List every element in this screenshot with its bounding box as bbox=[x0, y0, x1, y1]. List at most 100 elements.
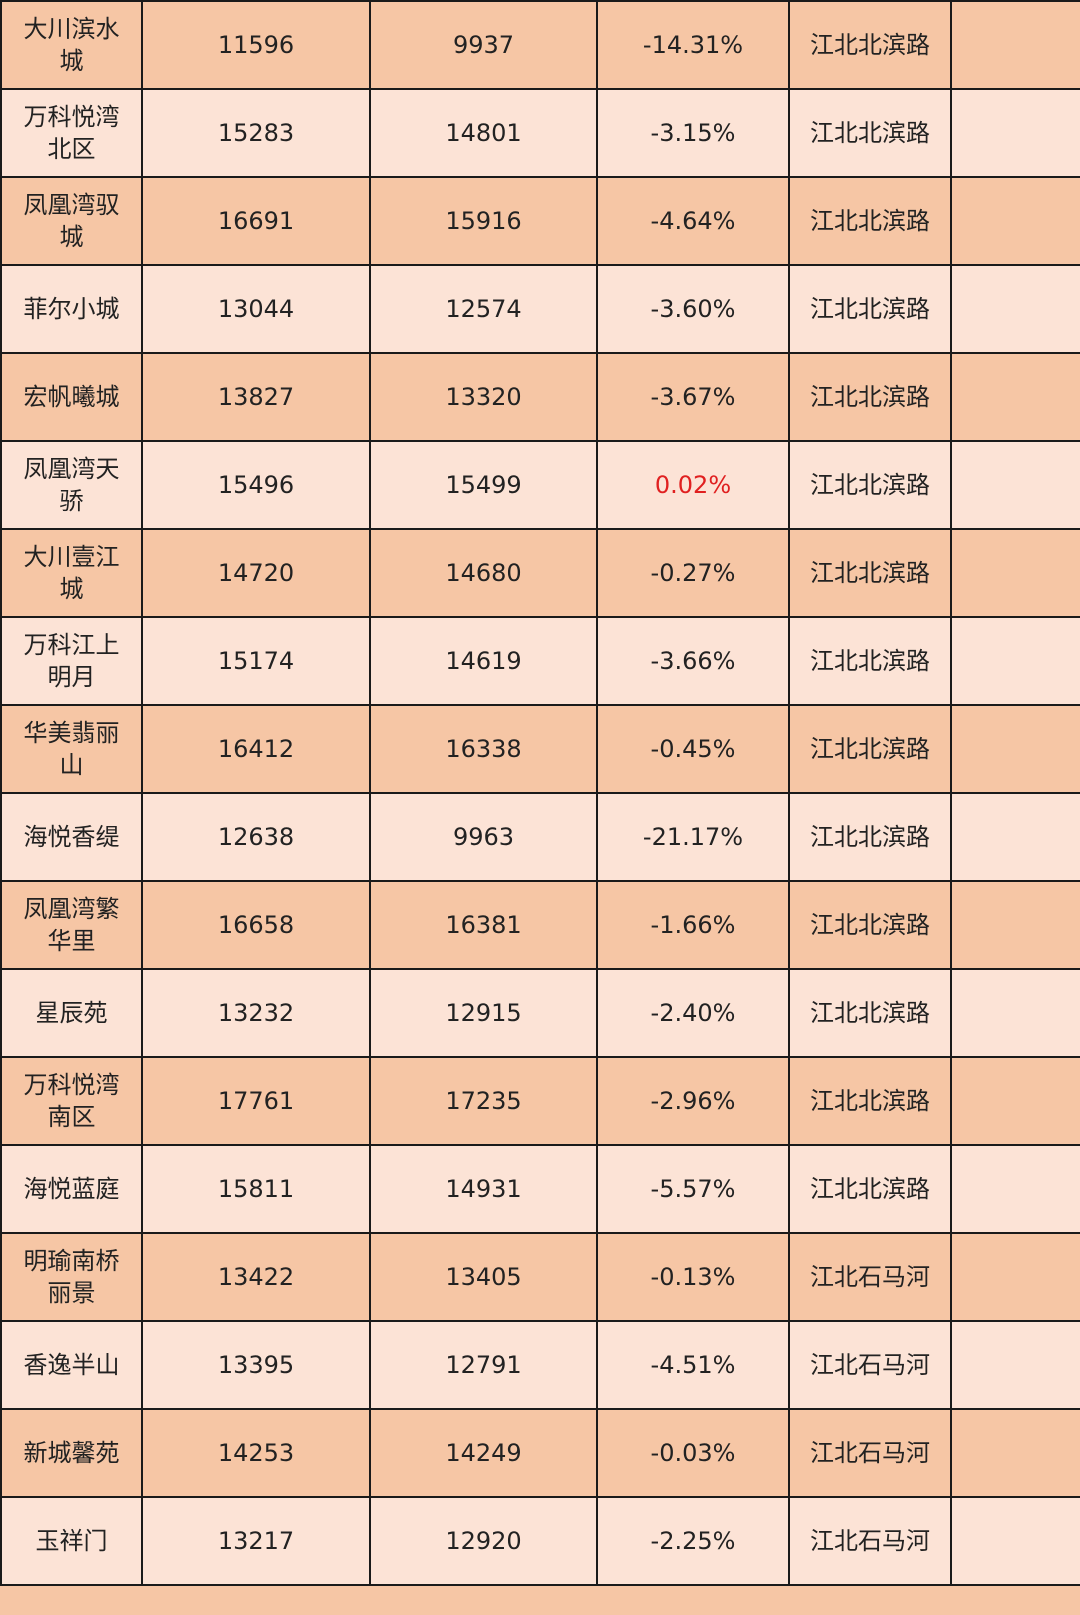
change-percent-cell: -21.17% bbox=[596, 792, 790, 882]
change-percent-cell: -1.66% bbox=[596, 880, 790, 970]
project-name-cell: 新城馨苑 bbox=[0, 1408, 143, 1498]
area-cell: 江北石马河 bbox=[788, 1408, 952, 1498]
extra-cell bbox=[950, 616, 1080, 706]
table-row: 明瑜南桥丽景 13422 13405 -0.13% 江北石马河 bbox=[0, 1232, 1080, 1322]
extra-cell bbox=[950, 1144, 1080, 1234]
area-cell: 江北北滨路 bbox=[788, 176, 952, 266]
area-cell: 江北北滨路 bbox=[788, 440, 952, 530]
price-before-cell: 13422 bbox=[141, 1232, 371, 1322]
project-name-cell: 华美翡丽山 bbox=[0, 704, 143, 794]
project-name-cell: 凤凰湾驭城 bbox=[0, 176, 143, 266]
price-before-cell: 15496 bbox=[141, 440, 371, 530]
area-cell: 江北北滨路 bbox=[788, 528, 952, 618]
change-percent-cell: -14.31% bbox=[596, 0, 790, 90]
extra-cell bbox=[950, 704, 1080, 794]
price-after-cell: 9963 bbox=[369, 792, 598, 882]
price-before-cell: 13217 bbox=[141, 1496, 371, 1586]
price-before-cell: 15174 bbox=[141, 616, 371, 706]
change-percent-cell: -3.67% bbox=[596, 352, 790, 442]
table-row: 菲尔小城 13044 12574 -3.60% 江北北滨路 bbox=[0, 264, 1080, 354]
area-cell: 江北石马河 bbox=[788, 1320, 952, 1410]
price-after-cell: 17235 bbox=[369, 1056, 598, 1146]
change-percent-cell: -0.03% bbox=[596, 1408, 790, 1498]
area-cell: 江北北滨路 bbox=[788, 704, 952, 794]
project-name-cell: 宏帆曦城 bbox=[0, 352, 143, 442]
extra-cell bbox=[950, 1232, 1080, 1322]
extra-cell bbox=[950, 1320, 1080, 1410]
change-percent-cell: 0.02% bbox=[596, 440, 790, 530]
area-cell: 江北北滨路 bbox=[788, 880, 952, 970]
area-cell: 江北北滨路 bbox=[788, 1056, 952, 1146]
project-name-cell: 大川滨水城 bbox=[0, 0, 143, 90]
area-cell: 江北北滨路 bbox=[788, 968, 952, 1058]
price-before-cell: 15283 bbox=[141, 88, 371, 178]
change-percent-cell: -3.15% bbox=[596, 88, 790, 178]
table-row: 万科江上明月 15174 14619 -3.66% 江北北滨路 bbox=[0, 616, 1080, 706]
project-name-cell: 明瑜南桥丽景 bbox=[0, 1232, 143, 1322]
extra-cell bbox=[950, 1408, 1080, 1498]
price-after-cell: 14249 bbox=[369, 1408, 598, 1498]
extra-cell bbox=[950, 352, 1080, 442]
price-after-cell: 15916 bbox=[369, 176, 598, 266]
area-cell: 江北北滨路 bbox=[788, 616, 952, 706]
change-percent-cell: -2.96% bbox=[596, 1056, 790, 1146]
project-name-cell: 凤凰湾天骄 bbox=[0, 440, 143, 530]
price-after-cell: 14931 bbox=[369, 1144, 598, 1234]
table-row: 凤凰湾驭城 16691 15916 -4.64% 江北北滨路 bbox=[0, 176, 1080, 266]
price-after-cell: 12791 bbox=[369, 1320, 598, 1410]
extra-cell bbox=[950, 880, 1080, 970]
extra-cell bbox=[950, 0, 1080, 90]
price-before-cell: 16658 bbox=[141, 880, 371, 970]
price-before-cell: 15811 bbox=[141, 1144, 371, 1234]
price-after-cell: 16338 bbox=[369, 704, 598, 794]
price-after-cell: 14801 bbox=[369, 88, 598, 178]
change-percent-cell: -5.57% bbox=[596, 1144, 790, 1234]
area-cell: 江北北滨路 bbox=[788, 352, 952, 442]
price-before-cell: 13044 bbox=[141, 264, 371, 354]
table-row: 新城馨苑 14253 14249 -0.03% 江北石马河 bbox=[0, 1408, 1080, 1498]
project-name-cell: 万科悦湾北区 bbox=[0, 88, 143, 178]
change-percent-cell: -2.40% bbox=[596, 968, 790, 1058]
price-before-cell: 14720 bbox=[141, 528, 371, 618]
area-cell: 江北北滨路 bbox=[788, 792, 952, 882]
price-before-cell: 13827 bbox=[141, 352, 371, 442]
price-after-cell: 16381 bbox=[369, 880, 598, 970]
table-row: 海悦蓝庭 15811 14931 -5.57% 江北北滨路 bbox=[0, 1144, 1080, 1234]
table-row: 凤凰湾天骄 15496 15499 0.02% 江北北滨路 bbox=[0, 440, 1080, 530]
price-after-cell: 13320 bbox=[369, 352, 598, 442]
table-row: 玉祥门 13217 12920 -2.25% 江北石马河 bbox=[0, 1496, 1080, 1586]
price-before-cell: 13395 bbox=[141, 1320, 371, 1410]
extra-cell bbox=[950, 528, 1080, 618]
price-before-cell: 14253 bbox=[141, 1408, 371, 1498]
table-row: 华美翡丽山 16412 16338 -0.45% 江北北滨路 bbox=[0, 704, 1080, 794]
project-name-cell: 万科悦湾南区 bbox=[0, 1056, 143, 1146]
table-row: 宏帆曦城 13827 13320 -3.67% 江北北滨路 bbox=[0, 352, 1080, 442]
change-percent-cell: -0.27% bbox=[596, 528, 790, 618]
table-row: 大川壹江城 14720 14680 -0.27% 江北北滨路 bbox=[0, 528, 1080, 618]
area-cell: 江北石马河 bbox=[788, 1232, 952, 1322]
price-after-cell: 14680 bbox=[369, 528, 598, 618]
extra-cell bbox=[950, 968, 1080, 1058]
area-cell: 江北北滨路 bbox=[788, 0, 952, 90]
price-after-cell: 9937 bbox=[369, 0, 598, 90]
change-percent-cell: -4.64% bbox=[596, 176, 790, 266]
project-name-cell: 星辰苑 bbox=[0, 968, 143, 1058]
area-cell: 江北石马河 bbox=[788, 1496, 952, 1586]
project-name-cell: 海悦蓝庭 bbox=[0, 1144, 143, 1234]
extra-cell bbox=[950, 792, 1080, 882]
extra-cell bbox=[950, 176, 1080, 266]
price-after-cell: 15499 bbox=[369, 440, 598, 530]
extra-cell bbox=[950, 1496, 1080, 1586]
extra-cell bbox=[950, 88, 1080, 178]
area-cell: 江北北滨路 bbox=[788, 264, 952, 354]
change-percent-cell: -2.25% bbox=[596, 1496, 790, 1586]
change-percent-cell: -3.66% bbox=[596, 616, 790, 706]
table-row: 大川滨水城 11596 9937 -14.31% 江北北滨路 bbox=[0, 0, 1080, 90]
area-cell: 江北北滨路 bbox=[788, 88, 952, 178]
price-before-cell: 13232 bbox=[141, 968, 371, 1058]
price-after-cell: 14619 bbox=[369, 616, 598, 706]
change-percent-cell: -0.45% bbox=[596, 704, 790, 794]
price-after-cell: 13405 bbox=[369, 1232, 598, 1322]
price-before-cell: 16412 bbox=[141, 704, 371, 794]
